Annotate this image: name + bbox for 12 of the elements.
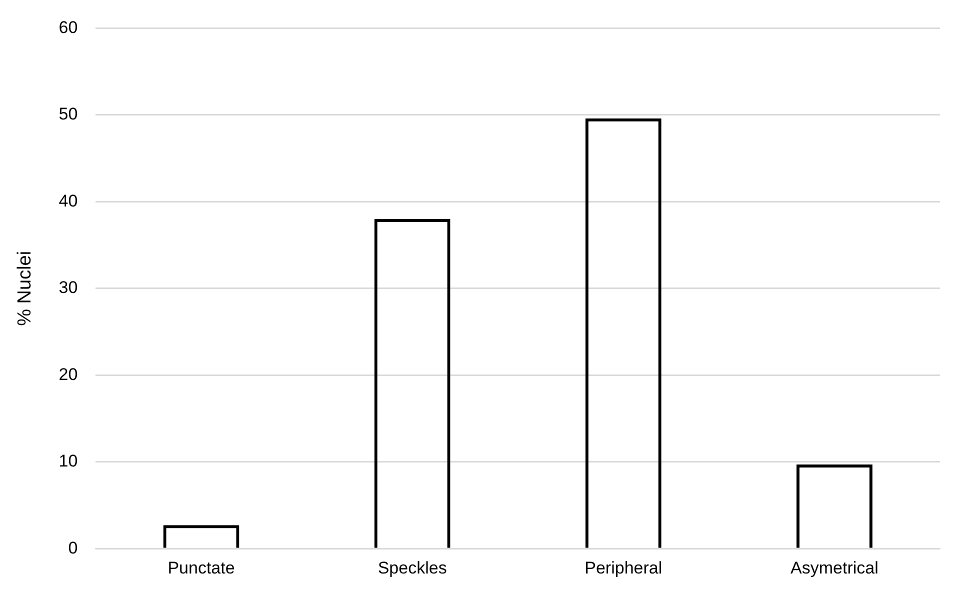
x-tick-label: Asymetrical [790,558,878,578]
y-tick-label: 20 [58,364,78,384]
x-tick-label: Peripheral [584,558,662,578]
y-tick-label: 40 [58,191,78,210]
y-axis-title: % Nuclei [14,250,36,326]
y-tick-label: 30 [58,278,78,298]
y-tick-label: 0 [68,538,78,558]
y-tick-label: 10 [58,452,78,471]
x-tick-label: Punctate [168,558,235,578]
y-tick-label: 60 [58,18,78,37]
y-tick-label: 50 [58,104,78,124]
x-tick-label: Speckles [378,558,447,578]
